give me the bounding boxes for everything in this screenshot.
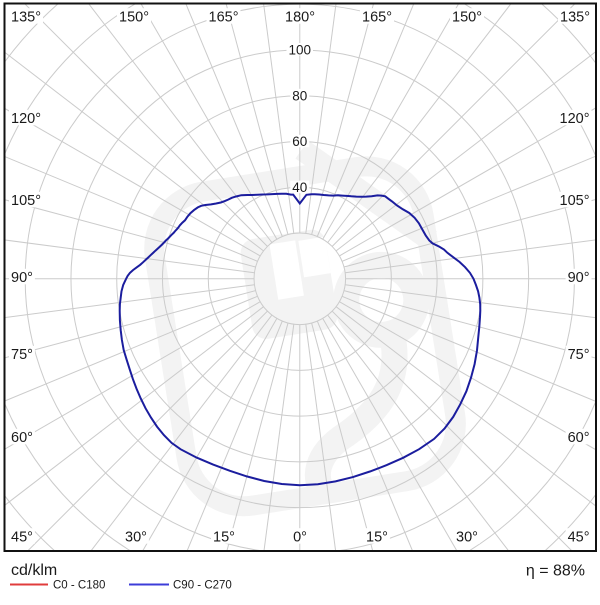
- svg-text:η = 88%: η = 88%: [526, 563, 585, 580]
- svg-text:15°: 15°: [213, 530, 235, 546]
- svg-text:C90 - C270: C90 - C270: [173, 580, 232, 592]
- svg-text:60: 60: [292, 134, 307, 149]
- svg-text:30°: 30°: [456, 530, 478, 546]
- svg-text:80: 80: [292, 88, 307, 103]
- svg-text:120°: 120°: [560, 111, 590, 127]
- svg-text:120°: 120°: [11, 111, 41, 127]
- svg-text:150°: 150°: [119, 10, 149, 26]
- svg-text:105°: 105°: [560, 193, 590, 209]
- svg-text:C0 - C180: C0 - C180: [53, 580, 105, 592]
- svg-text:60°: 60°: [568, 430, 590, 446]
- svg-text:75°: 75°: [11, 347, 33, 363]
- svg-text:40: 40: [292, 180, 307, 195]
- svg-text:90°: 90°: [11, 270, 33, 286]
- svg-text:165°: 165°: [362, 10, 392, 26]
- svg-text:105°: 105°: [11, 193, 41, 209]
- svg-text:150°: 150°: [452, 10, 482, 26]
- svg-text:90°: 90°: [568, 270, 590, 286]
- svg-text:135°: 135°: [560, 10, 590, 26]
- svg-text:45°: 45°: [11, 530, 33, 546]
- svg-text:15°: 15°: [366, 530, 388, 546]
- svg-text:135°: 135°: [11, 10, 41, 26]
- svg-text:180°: 180°: [285, 10, 315, 26]
- svg-text:cd/klm: cd/klm: [11, 562, 57, 579]
- svg-text:0°: 0°: [293, 530, 307, 546]
- svg-text:100: 100: [289, 42, 312, 57]
- svg-text:165°: 165°: [209, 10, 239, 26]
- svg-text:60°: 60°: [11, 430, 33, 446]
- svg-text:45°: 45°: [568, 530, 590, 546]
- svg-text:30°: 30°: [125, 530, 147, 546]
- svg-text:75°: 75°: [568, 347, 590, 363]
